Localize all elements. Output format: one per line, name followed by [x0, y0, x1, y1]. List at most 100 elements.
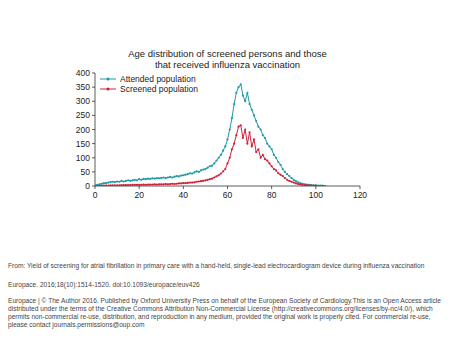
series-point — [147, 183, 149, 185]
series-point — [226, 138, 228, 140]
series-point — [220, 154, 222, 156]
series-point — [207, 179, 209, 181]
series-point — [178, 175, 180, 177]
series-point — [171, 183, 173, 185]
series-point — [134, 184, 136, 186]
series-point — [299, 183, 301, 185]
series-point — [218, 174, 220, 176]
series-point — [282, 175, 284, 177]
series-point — [260, 128, 262, 130]
series-point — [98, 185, 100, 186]
series-point — [171, 176, 173, 178]
series-point — [222, 150, 224, 152]
series-point — [103, 182, 105, 184]
series-point — [279, 164, 281, 166]
series-point — [112, 184, 114, 186]
series-point — [189, 182, 191, 184]
series-point — [237, 86, 239, 88]
series-line — [95, 84, 325, 186]
series-point — [154, 183, 156, 185]
series-point — [209, 165, 211, 167]
series-point — [180, 182, 182, 184]
series-point — [271, 148, 273, 150]
series-point — [251, 145, 253, 147]
series-point — [129, 180, 131, 182]
series-point — [103, 185, 105, 186]
series-point — [116, 184, 118, 186]
series-point — [244, 128, 246, 130]
x-tick — [360, 186, 361, 189]
series-point — [288, 175, 290, 177]
series-point — [123, 180, 125, 182]
series-point — [211, 178, 213, 180]
series-point — [251, 109, 253, 111]
series-point — [213, 176, 215, 178]
series-point — [147, 178, 149, 180]
series-point — [310, 185, 312, 186]
series-point — [248, 131, 250, 133]
series-point — [109, 184, 111, 186]
series-point — [198, 180, 200, 182]
series-point — [319, 185, 321, 186]
series-point — [182, 174, 184, 176]
y-tick-label: 300 — [76, 96, 90, 106]
series-point — [136, 184, 138, 186]
y-tick-label: 350 — [76, 82, 90, 92]
y-tick-label: 200 — [76, 125, 90, 135]
series-point — [229, 128, 231, 130]
series-point — [160, 177, 162, 179]
series-point — [240, 83, 242, 85]
y-tick-label: 100 — [76, 153, 90, 163]
series-point — [304, 183, 306, 185]
series-point — [118, 181, 120, 183]
series-point — [145, 178, 147, 180]
series-point — [257, 126, 259, 128]
series-point — [262, 134, 264, 136]
series-point — [284, 171, 286, 173]
series-point — [158, 183, 160, 185]
series-point — [112, 181, 114, 183]
series-point — [195, 181, 197, 183]
series-point — [284, 177, 286, 179]
series-point — [290, 177, 292, 179]
series-point — [145, 184, 147, 186]
series-point — [301, 184, 303, 186]
series-point — [191, 172, 193, 174]
series-point — [136, 179, 138, 181]
series-point — [151, 183, 153, 185]
series-point — [321, 185, 323, 186]
series-point — [235, 92, 237, 94]
y-tick-label: 0 — [85, 181, 90, 191]
x-tick-label: 80 — [267, 190, 277, 200]
legend-swatch — [100, 89, 116, 90]
series-point — [127, 184, 129, 186]
series-point — [184, 174, 186, 176]
series-point — [317, 185, 319, 186]
series-point — [313, 184, 315, 186]
series-point — [120, 180, 122, 182]
series-point — [273, 168, 275, 170]
plot-area — [95, 83, 326, 186]
series-point — [253, 114, 255, 116]
series-point — [266, 159, 268, 161]
series-point — [268, 145, 270, 147]
series-point — [204, 179, 206, 181]
x-tick-label: 60 — [223, 190, 233, 200]
series-point — [209, 178, 211, 180]
series-point — [105, 185, 107, 186]
series-point — [127, 179, 129, 181]
x-tick-label: 20 — [134, 190, 144, 200]
series-point — [295, 180, 297, 182]
y-tick — [92, 143, 95, 144]
series-point — [140, 179, 142, 181]
series-point — [275, 157, 277, 159]
y-tick-label: 50 — [81, 167, 91, 177]
series-point — [229, 157, 231, 159]
series-point — [96, 185, 98, 186]
series-point — [255, 120, 257, 122]
x-tick-label: 40 — [179, 190, 189, 200]
y-tick-label: 150 — [76, 139, 90, 149]
series-point — [218, 157, 220, 159]
series-point — [304, 184, 306, 186]
x-tick-label: 120 — [353, 190, 367, 200]
